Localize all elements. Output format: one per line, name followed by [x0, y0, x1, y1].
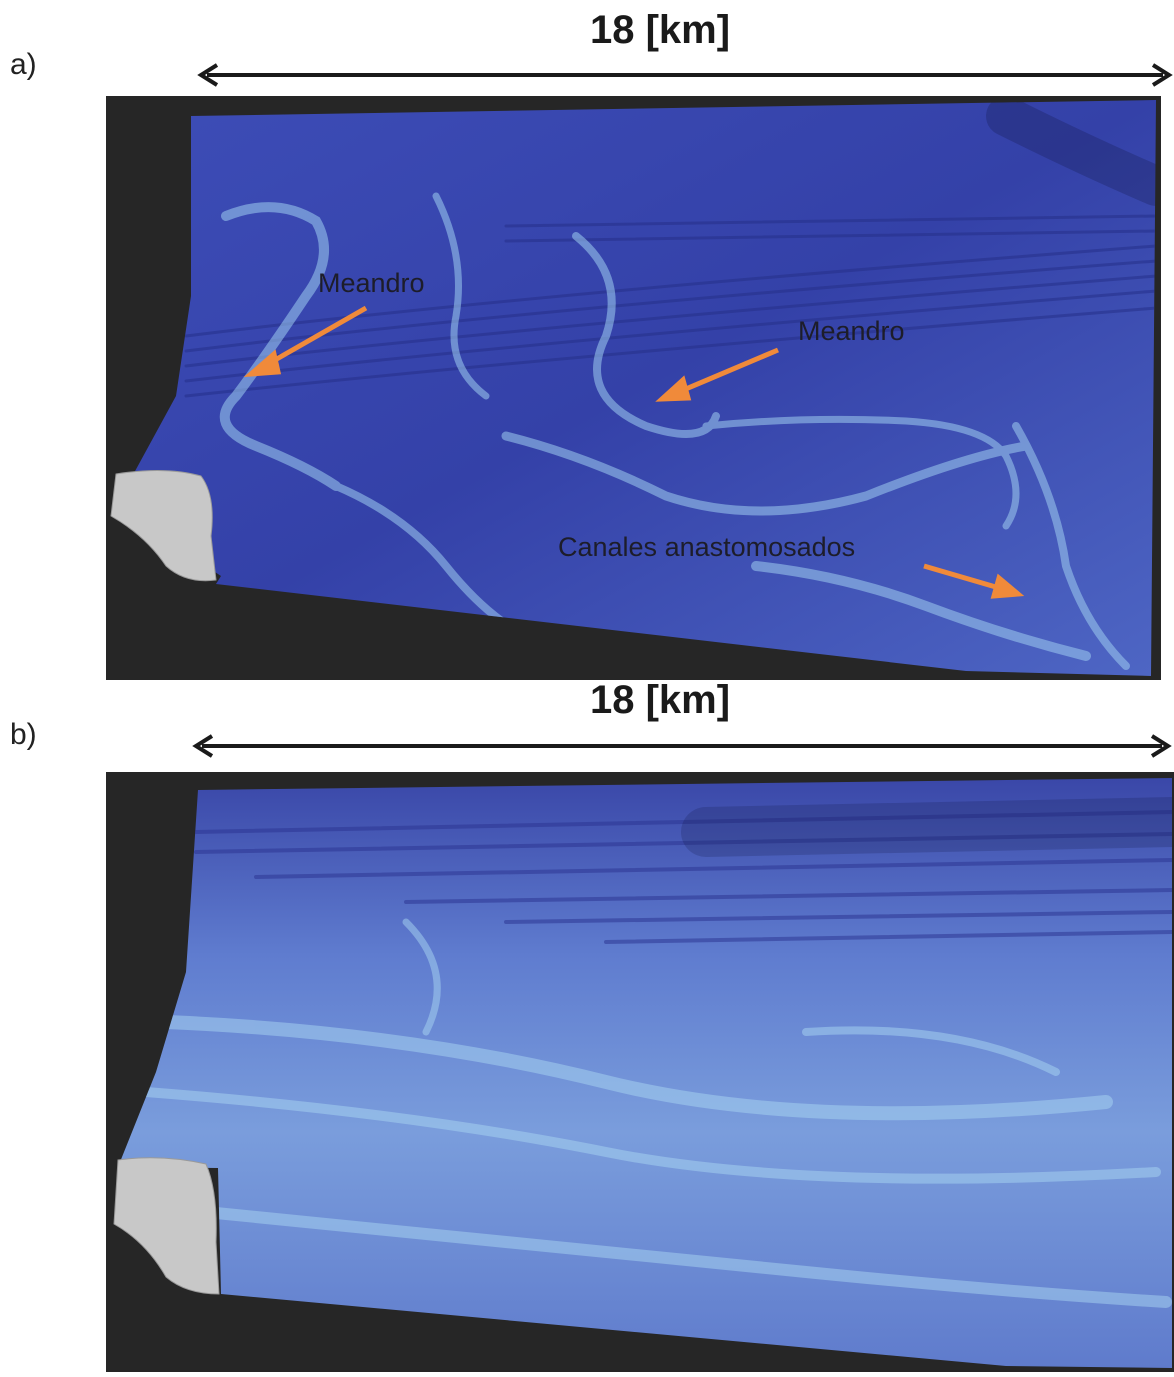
panel-a-annotation-meandro-1: Meandro — [318, 268, 425, 298]
panel-a-annotation-canales: Canales anastomosados — [558, 532, 856, 562]
panel-b-label: b) — [10, 718, 37, 751]
panel-b-scale-arrow — [192, 734, 1172, 758]
panel-a-annotation-meandro-2: Meandro — [798, 316, 905, 346]
panel-a-scale-arrow — [197, 63, 1173, 87]
panel-b-seismic-map — [106, 772, 1174, 1372]
panel-a-label: a) — [10, 48, 37, 81]
panel-b-scale-text: 18 [km] — [589, 678, 731, 722]
panel-a-scale-text: 18 [km] — [589, 8, 731, 52]
panel-a-seismic-map — [106, 96, 1161, 680]
